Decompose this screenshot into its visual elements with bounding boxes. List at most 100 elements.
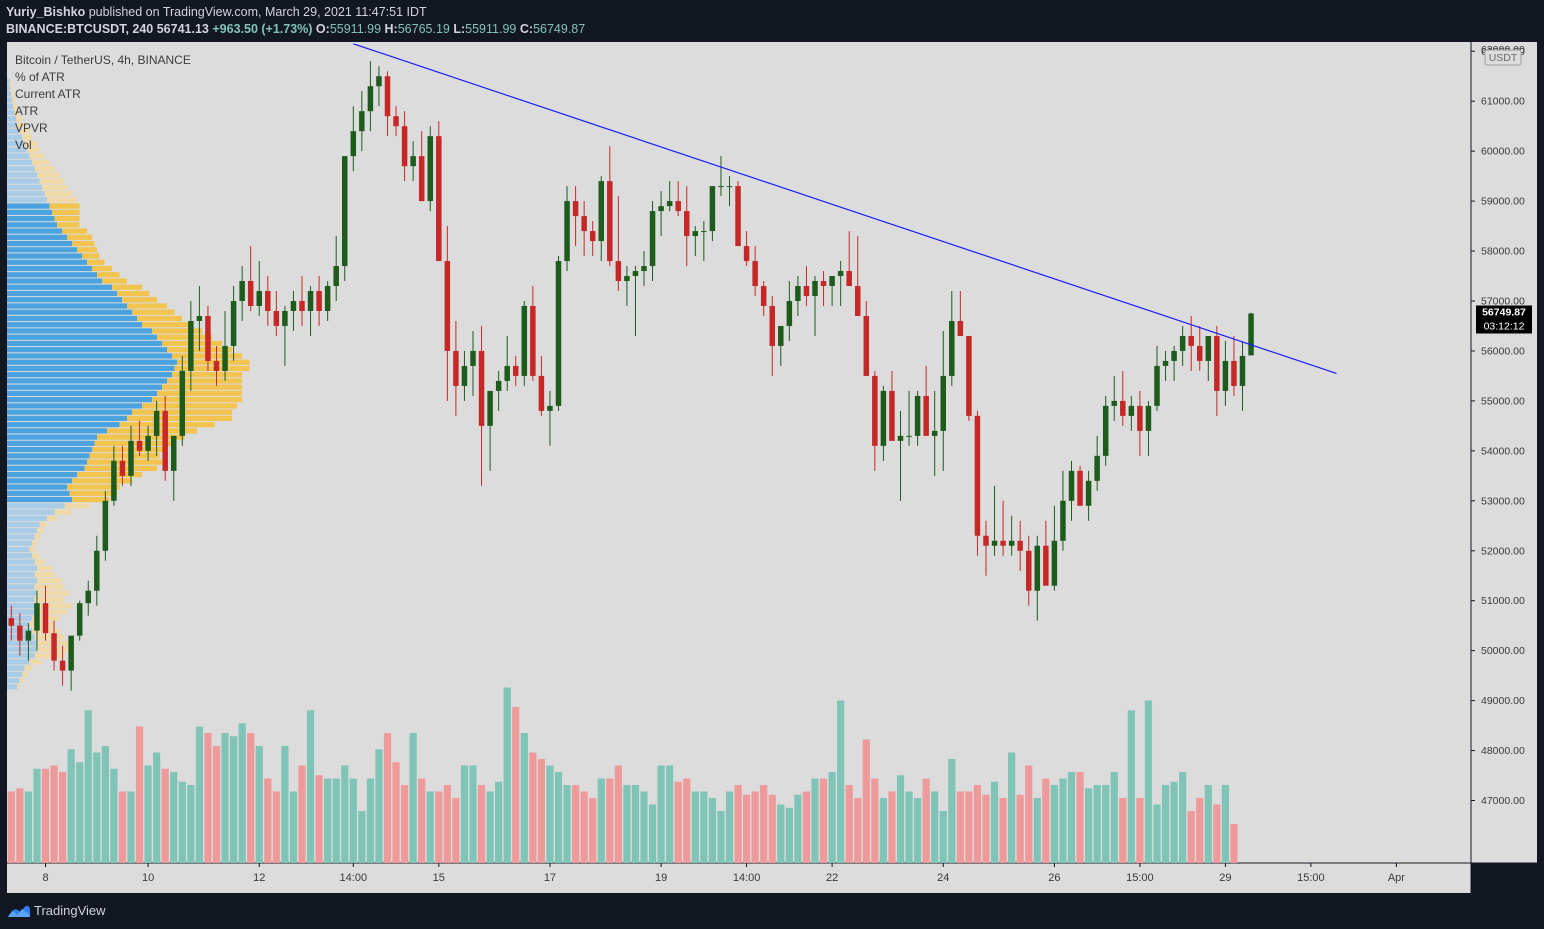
y-tick-label: 55000.00 bbox=[1481, 395, 1525, 407]
candle-body bbox=[273, 310, 280, 326]
tradingview-logo-icon[interactable] bbox=[7, 903, 31, 919]
candle-body bbox=[949, 320, 955, 376]
vpvr-row-sell bbox=[34, 653, 65, 659]
trendline-layer[interactable] bbox=[353, 43, 1337, 374]
price-chart[interactable]: 47000.00 48000.00 49000.00 50000.00 51000.00… bbox=[0, 42, 1544, 894]
volume-bar bbox=[7, 791, 15, 863]
vpvr-row-buy bbox=[7, 546, 30, 553]
candle-body bbox=[290, 301, 297, 311]
candle-body bbox=[359, 111, 365, 132]
volume-bar bbox=[1119, 798, 1127, 863]
vpvr-row-buy bbox=[7, 153, 30, 159]
x-tick-label: Apr bbox=[1388, 872, 1405, 884]
vpvr-row-sell bbox=[127, 415, 232, 422]
vpvr-row-buy bbox=[7, 559, 35, 565]
volume-bar bbox=[24, 791, 32, 863]
indicator-label[interactable]: VPVR bbox=[15, 121, 48, 135]
vpvr-row-buy bbox=[7, 303, 127, 309]
vpvr-row-sell bbox=[97, 434, 185, 440]
x-tick-label: 17 bbox=[544, 872, 556, 884]
vpvr-row-sell bbox=[24, 141, 37, 147]
vpvr-row-sell bbox=[14, 109, 20, 116]
y-tick-label: 56000.00 bbox=[1481, 345, 1525, 357]
candle-body bbox=[25, 630, 32, 641]
vpvr-row-sell bbox=[37, 578, 62, 584]
candle-body bbox=[324, 286, 331, 311]
candle-body bbox=[589, 231, 596, 242]
vpvr-row-buy bbox=[7, 353, 172, 359]
vpvr-row-buy bbox=[7, 434, 97, 440]
volume-bar bbox=[418, 778, 426, 863]
vpvr-row-buy bbox=[7, 584, 35, 590]
candle-body bbox=[136, 440, 143, 451]
volume-bar bbox=[1102, 785, 1110, 863]
volume-bar bbox=[777, 804, 785, 863]
volume-bar bbox=[922, 778, 930, 863]
candle-body bbox=[495, 380, 502, 391]
vpvr-row-buy bbox=[7, 184, 42, 190]
vpvr-row-sell bbox=[157, 334, 212, 340]
indicator-label[interactable]: Current ATR bbox=[15, 87, 81, 101]
candle-body bbox=[504, 365, 510, 381]
indicator-label[interactable]: ATR bbox=[15, 104, 38, 118]
candle-body bbox=[1214, 335, 1220, 391]
vpvr-row-sell bbox=[157, 390, 242, 397]
time-axis[interactable] bbox=[7, 863, 1471, 893]
volume-bar bbox=[1076, 772, 1084, 863]
volume-bar bbox=[768, 794, 776, 863]
vpvr-row-sell bbox=[12, 97, 15, 103]
vpvr-row-buy bbox=[7, 378, 167, 384]
trendline[interactable] bbox=[353, 43, 1337, 374]
candle-body bbox=[1111, 400, 1117, 406]
candle-body bbox=[1188, 335, 1194, 346]
vpvr-row-sell bbox=[177, 359, 250, 365]
vpvr-row-sell bbox=[32, 540, 37, 546]
volume-bar bbox=[785, 807, 793, 863]
candle-body bbox=[649, 211, 656, 267]
candle-body bbox=[401, 126, 408, 167]
vpvr-row-sell bbox=[37, 603, 72, 609]
candle-body bbox=[786, 301, 793, 326]
candle-body bbox=[1085, 480, 1092, 506]
candle-body bbox=[1102, 405, 1109, 456]
vpvr-row-sell bbox=[142, 322, 190, 328]
author-name[interactable]: Yuriy_Bishko bbox=[6, 5, 86, 19]
candle-body bbox=[470, 350, 476, 366]
vpvr-row-sell bbox=[117, 290, 150, 297]
volume-bar bbox=[845, 785, 853, 863]
candle-body bbox=[256, 291, 262, 306]
vpvr-row-buy bbox=[7, 178, 40, 184]
close-value: 56749.87 bbox=[533, 22, 586, 36]
candle-body bbox=[342, 156, 348, 267]
candle-body bbox=[1026, 550, 1032, 591]
vpvr-row-sell bbox=[137, 315, 182, 322]
series-title: Bitcoin / TetherUS, 4h, BINANCE bbox=[15, 53, 191, 67]
vpvr-row-sell bbox=[54, 215, 80, 222]
indicator-label[interactable]: Vol bbox=[15, 138, 32, 152]
volume-bar bbox=[486, 791, 494, 863]
candle-body bbox=[1000, 540, 1006, 546]
candle-body bbox=[179, 370, 186, 436]
volume-bar bbox=[452, 798, 460, 863]
x-tick-label: 15:00 bbox=[1126, 872, 1154, 884]
brand-label[interactable]: TradingView bbox=[34, 903, 106, 918]
indicator-label[interactable]: % of ATR bbox=[15, 70, 65, 84]
candle-body bbox=[521, 305, 528, 376]
volume-bar bbox=[443, 785, 451, 863]
volume-bar bbox=[503, 687, 511, 863]
candle-body bbox=[1205, 335, 1212, 361]
volume-bar bbox=[332, 778, 340, 863]
vpvr-row-sell bbox=[27, 147, 40, 153]
vpvr-row-sell bbox=[102, 278, 127, 284]
candle-body bbox=[316, 291, 322, 311]
candle-body bbox=[196, 315, 203, 321]
vpvr-row-sell bbox=[72, 478, 132, 484]
volume-bar bbox=[341, 765, 349, 863]
candle-body bbox=[760, 286, 767, 306]
volume-bar bbox=[666, 765, 674, 863]
volume-bar bbox=[110, 768, 118, 863]
candle-body bbox=[444, 261, 451, 351]
price-axis[interactable] bbox=[1471, 42, 1537, 863]
vpvr-row-buy bbox=[7, 677, 20, 684]
candlesticks bbox=[8, 61, 1254, 691]
